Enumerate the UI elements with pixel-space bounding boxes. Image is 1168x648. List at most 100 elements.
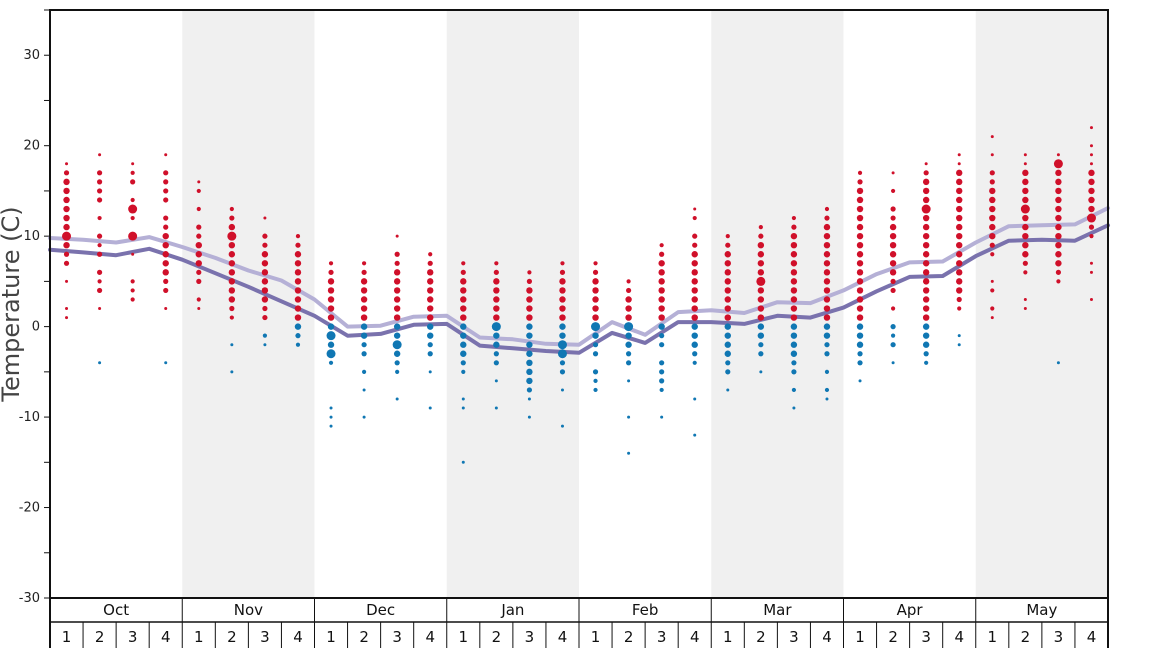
data-point bbox=[724, 278, 731, 285]
data-point bbox=[724, 260, 731, 267]
data-point bbox=[790, 314, 798, 321]
data-point bbox=[1055, 269, 1062, 275]
data-point bbox=[1022, 187, 1029, 195]
data-point bbox=[823, 251, 831, 258]
data-point bbox=[956, 278, 963, 285]
data-point bbox=[922, 296, 930, 303]
data-point bbox=[1088, 178, 1095, 186]
data-point bbox=[163, 170, 169, 176]
data-point bbox=[1056, 279, 1061, 284]
data-point bbox=[923, 170, 929, 176]
data-point bbox=[956, 260, 963, 267]
data-point bbox=[460, 296, 467, 303]
data-point bbox=[724, 305, 731, 312]
data-point bbox=[758, 351, 764, 357]
data-point bbox=[922, 187, 930, 195]
data-point bbox=[956, 296, 962, 303]
data-point bbox=[261, 278, 269, 285]
data-point bbox=[162, 242, 169, 249]
data-point bbox=[526, 368, 533, 376]
data-point bbox=[361, 261, 367, 266]
data-point bbox=[857, 170, 863, 175]
data-point bbox=[394, 251, 400, 257]
data-point bbox=[957, 343, 961, 347]
week-label: 3 bbox=[657, 628, 667, 646]
y-tick-label: -20 bbox=[19, 501, 40, 516]
data-point bbox=[990, 252, 995, 257]
data-point bbox=[1055, 251, 1062, 258]
data-point bbox=[130, 197, 135, 203]
data-point bbox=[229, 206, 234, 212]
data-point bbox=[790, 242, 798, 249]
data-point bbox=[98, 361, 102, 365]
y-tick-label: -10 bbox=[19, 410, 40, 425]
data-point bbox=[792, 406, 796, 410]
data-point bbox=[131, 162, 135, 166]
data-point bbox=[1089, 270, 1093, 274]
data-point bbox=[625, 287, 632, 294]
data-point bbox=[559, 369, 566, 375]
data-point bbox=[856, 223, 864, 231]
data-point bbox=[163, 179, 169, 185]
data-point bbox=[327, 305, 335, 312]
data-point bbox=[626, 279, 631, 284]
data-point bbox=[660, 415, 664, 419]
data-point bbox=[989, 170, 995, 176]
data-point bbox=[625, 332, 632, 339]
data-point bbox=[263, 216, 267, 220]
data-point bbox=[163, 188, 169, 194]
data-point bbox=[560, 424, 564, 428]
data-point bbox=[527, 270, 532, 275]
data-point bbox=[526, 341, 533, 348]
month-label: Oct bbox=[103, 601, 129, 619]
data-point bbox=[757, 314, 765, 321]
data-point bbox=[725, 360, 731, 366]
data-point bbox=[691, 341, 698, 348]
data-point bbox=[493, 269, 499, 275]
data-point bbox=[162, 260, 169, 267]
data-point bbox=[757, 251, 765, 258]
data-point bbox=[328, 269, 334, 275]
week-label: 4 bbox=[1087, 628, 1097, 646]
data-point bbox=[691, 269, 698, 276]
data-point bbox=[98, 153, 102, 157]
data-point bbox=[163, 197, 169, 203]
data-point bbox=[922, 223, 930, 231]
data-point bbox=[692, 233, 698, 239]
data-point bbox=[857, 179, 863, 185]
week-label: 1 bbox=[855, 628, 865, 646]
data-point bbox=[1089, 234, 1094, 239]
data-point bbox=[791, 215, 797, 221]
data-point bbox=[295, 234, 301, 239]
data-point bbox=[625, 360, 632, 366]
month-bands bbox=[182, 10, 1108, 598]
data-point bbox=[162, 269, 169, 276]
data-point bbox=[592, 314, 599, 321]
data-point bbox=[856, 278, 864, 285]
data-point bbox=[196, 188, 201, 194]
data-point bbox=[692, 215, 697, 221]
month-band bbox=[182, 10, 315, 598]
data-point bbox=[1022, 232, 1029, 240]
data-point bbox=[823, 296, 831, 303]
data-point bbox=[63, 260, 70, 266]
data-point bbox=[790, 287, 798, 294]
data-point bbox=[592, 342, 599, 348]
data-point bbox=[659, 378, 665, 384]
data-point bbox=[559, 278, 566, 285]
y-tick-label: -30 bbox=[19, 591, 40, 606]
data-point bbox=[990, 279, 994, 283]
week-label: 4 bbox=[690, 628, 700, 646]
data-point bbox=[889, 232, 897, 240]
data-point bbox=[691, 332, 698, 339]
data-point bbox=[1023, 153, 1027, 157]
data-point bbox=[658, 296, 665, 303]
data-point bbox=[427, 332, 434, 339]
data-point-large bbox=[1053, 159, 1063, 169]
data-point bbox=[163, 287, 169, 294]
data-point bbox=[196, 278, 202, 284]
data-point bbox=[230, 370, 234, 374]
week-label: 2 bbox=[227, 628, 237, 646]
data-point bbox=[493, 341, 500, 348]
week-label: 2 bbox=[756, 628, 766, 646]
